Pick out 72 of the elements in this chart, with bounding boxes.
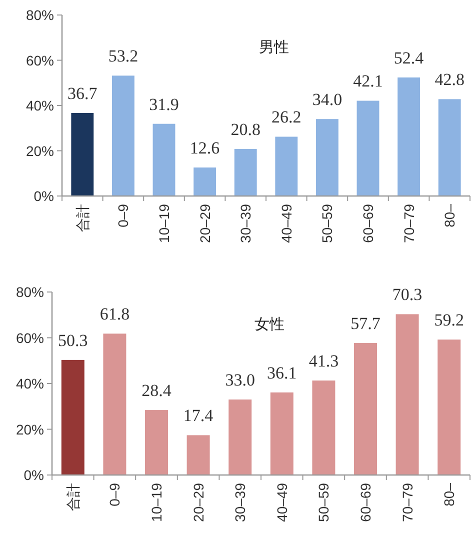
- x-tick-label: 80–: [441, 482, 458, 506]
- bar: [438, 340, 461, 475]
- bar: [103, 334, 126, 475]
- x-tick-label: 70–79: [399, 482, 416, 522]
- data-label: 17.4: [183, 406, 214, 426]
- bar: [112, 76, 134, 196]
- data-label: 36.7: [68, 84, 98, 103]
- data-label: 28.4: [142, 381, 172, 400]
- bar: [71, 112, 94, 196]
- bar: [194, 167, 216, 196]
- x-tick-label: 40–49: [278, 204, 294, 243]
- y-tick-label: 60%: [26, 52, 54, 68]
- data-label: 26.2: [272, 108, 302, 127]
- x-tick-label: 30–39: [238, 204, 254, 243]
- bar: [438, 99, 461, 196]
- data-label: 36.1: [267, 363, 297, 382]
- bar: [275, 136, 298, 196]
- x-tick-label: 80–: [442, 204, 458, 228]
- x-tick-label: 合計: [64, 483, 81, 511]
- bar: [228, 400, 252, 475]
- y-tick-label: 60%: [16, 330, 44, 346]
- data-label: 61.8: [100, 304, 130, 324]
- bar: [312, 380, 336, 475]
- x-tick-label: 40–49: [274, 482, 290, 522]
- x-tick-label: 20–29: [190, 482, 206, 522]
- data-label: 41.3: [308, 352, 339, 371]
- data-label: 42.8: [434, 70, 464, 90]
- bar: [61, 360, 84, 475]
- x-tick-label: 60–69: [360, 204, 376, 243]
- y-tick-label: 0%: [34, 188, 54, 204]
- data-label: 53.2: [108, 46, 138, 66]
- data-label: 59.2: [434, 310, 464, 330]
- data-label: 31.9: [149, 94, 179, 114]
- data-label: 70.3: [392, 285, 422, 304]
- bar: [316, 119, 338, 196]
- bar: [152, 124, 176, 196]
- bar: [186, 435, 210, 475]
- data-label: 57.7: [350, 314, 381, 334]
- x-tick-label: 10–19: [148, 482, 164, 522]
- data-label: 20.8: [230, 120, 260, 139]
- data-label: 33.0: [225, 370, 255, 390]
- y-tick-label: 20%: [26, 142, 54, 159]
- y-tick-label: 40%: [26, 98, 54, 114]
- y-tick-label: 40%: [16, 376, 44, 392]
- bar: [270, 392, 294, 475]
- x-tick-label: 合計: [74, 204, 90, 232]
- y-tick-label: 80%: [26, 7, 54, 23]
- bar: [354, 343, 377, 475]
- y-tick-label: 80%: [16, 284, 44, 300]
- x-tick-label: 60–69: [358, 482, 374, 522]
- y-tick-label: 0%: [24, 467, 44, 483]
- x-tick-label: 0–9: [106, 482, 123, 506]
- y-tick-label: 20%: [16, 421, 44, 438]
- x-tick-label: 30–39: [232, 482, 248, 522]
- x-tick-label: 50–59: [319, 204, 336, 243]
- bar: [398, 77, 420, 196]
- bar: [396, 314, 419, 475]
- data-label: 50.3: [58, 330, 88, 350]
- x-tick-label: 10–19: [156, 204, 172, 243]
- x-tick-label: 50–59: [316, 482, 332, 522]
- text: 女性: [254, 316, 284, 333]
- x-tick-label: 20–29: [196, 204, 213, 243]
- data-label: 34.0: [312, 90, 342, 110]
- bar: [234, 148, 257, 196]
- text: 男性: [259, 39, 290, 56]
- data-label: 12.6: [190, 138, 220, 158]
- bar: [356, 100, 380, 196]
- x-tick-label: 0–9: [115, 204, 132, 228]
- bar: [145, 410, 168, 475]
- data-label: 42.1: [353, 72, 383, 91]
- data-label: 52.4: [394, 48, 424, 68]
- x-tick-label: 70–79: [400, 204, 417, 243]
